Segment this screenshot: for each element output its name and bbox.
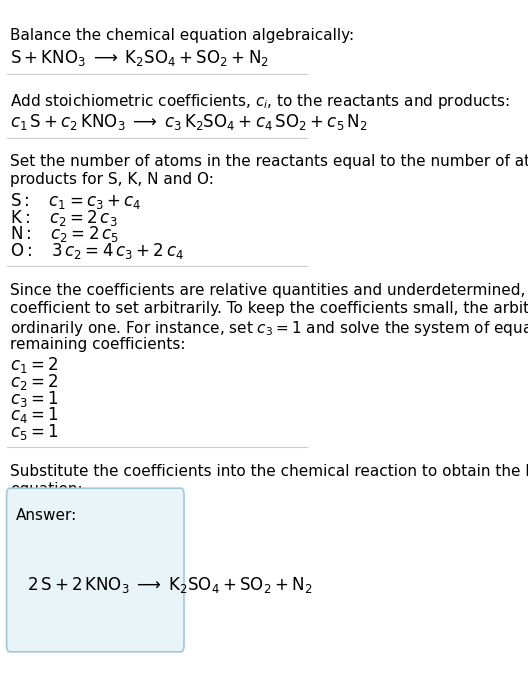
Text: $\mathregular{N}\mathregular{:}\quad c_2 = 2\,c_5$: $\mathregular{N}\mathregular{:}\quad c_2… [10, 224, 119, 245]
Text: products for S, K, N and O:: products for S, K, N and O: [10, 172, 213, 187]
Text: $c_1\, \mathregular{S} + c_2\, \mathregular{KNO_3} \;\longrightarrow\; c_3\, \ma: $c_1\, \mathregular{S} + c_2\, \mathregu… [10, 112, 367, 132]
Text: ordinarily one. For instance, set $c_3 = 1$ and solve the system of equations fo: ordinarily one. For instance, set $c_3 =… [10, 318, 528, 337]
Text: $\mathregular{O}\mathregular{:}\quad 3\,c_2 = 4\,c_3 + 2\,c_4$: $\mathregular{O}\mathregular{:}\quad 3\,… [10, 241, 184, 261]
Text: Add stoichiometric coefficients, $c_i$, to the reactants and products:: Add stoichiometric coefficients, $c_i$, … [10, 93, 509, 112]
Text: remaining coefficients:: remaining coefficients: [10, 337, 185, 352]
Text: coefficient to set arbitrarily. To keep the coefficients small, the arbitrary va: coefficient to set arbitrarily. To keep … [10, 301, 528, 316]
Text: Since the coefficients are relative quantities and underdetermined, choose a: Since the coefficients are relative quan… [10, 283, 528, 297]
Text: $c_1 = 2$: $c_1 = 2$ [10, 356, 58, 375]
Text: equation:: equation: [10, 481, 82, 497]
Text: $\mathregular{S + KNO_3 \;\longrightarrow\; K_2SO_4 + SO_2 + N_2}$: $\mathregular{S + KNO_3 \;\longrightarro… [10, 47, 269, 68]
Text: $c_2 = 2$: $c_2 = 2$ [10, 372, 58, 392]
Text: Balance the chemical equation algebraically:: Balance the chemical equation algebraica… [10, 28, 354, 43]
Text: $2\,\mathregular{S} + 2\,\mathregular{KNO_3} \;\longrightarrow\; \mathregular{K_: $2\,\mathregular{S} + 2\,\mathregular{KN… [27, 575, 313, 595]
FancyBboxPatch shape [7, 488, 184, 652]
Text: Substitute the coefficients into the chemical reaction to obtain the balanced: Substitute the coefficients into the che… [10, 464, 528, 479]
Text: $\mathregular{K}\mathregular{:}\quad c_2 = 2\,c_3$: $\mathregular{K}\mathregular{:}\quad c_2… [10, 208, 117, 228]
Text: $c_5 = 1$: $c_5 = 1$ [10, 422, 58, 442]
Text: Answer:: Answer: [16, 508, 77, 523]
Text: Set the number of atoms in the reactants equal to the number of atoms in the: Set the number of atoms in the reactants… [10, 154, 528, 170]
Text: $c_3 = 1$: $c_3 = 1$ [10, 389, 58, 409]
Text: $\mathregular{S}\mathregular{:}\quad c_1 = c_3 + c_4$: $\mathregular{S}\mathregular{:}\quad c_1… [10, 191, 141, 211]
Text: $c_4 = 1$: $c_4 = 1$ [10, 406, 58, 425]
